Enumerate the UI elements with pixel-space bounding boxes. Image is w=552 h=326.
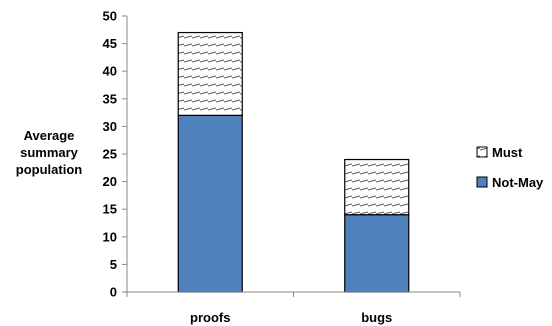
y-tick-label: 45 [103, 36, 117, 51]
bars [177, 31, 410, 293]
y-tick-label: 25 [103, 147, 117, 162]
y-axis-ticks: 0 5 10 15 20 25 30 35 40 45 50 [103, 9, 127, 300]
legend: Must Not-May [476, 145, 544, 190]
y-tick-label: 30 [103, 119, 117, 134]
x-category-label: bugs [361, 310, 392, 325]
legend-label: Not-May [492, 175, 544, 190]
y-tick-label: 5 [110, 257, 117, 272]
y-axis-label-line: population [16, 162, 82, 177]
y-tick-label: 10 [103, 229, 117, 244]
y-tick-label: 15 [103, 202, 117, 217]
y-axis-label-line: Average [24, 128, 75, 143]
legend-label: Must [492, 145, 523, 160]
y-tick-label: 0 [110, 285, 117, 300]
bar-proofs-must [177, 31, 243, 116]
y-axis-label: Average summary population [16, 128, 82, 177]
bar-bugs-must [344, 158, 410, 216]
y-tick-label: 20 [103, 174, 117, 189]
bar-bugs-not-may [344, 214, 410, 293]
y-tick-label: 50 [103, 9, 117, 24]
x-axis-labels: proofs bugs [190, 310, 392, 325]
y-tick-label: 40 [103, 64, 117, 79]
legend-swatch-must [476, 146, 488, 158]
legend-swatch-not-may [476, 176, 488, 188]
x-category-label: proofs [190, 310, 230, 325]
y-tick-label: 35 [103, 91, 117, 106]
bar-proofs-not-may [177, 114, 243, 293]
axes [126, 16, 461, 297]
y-axis-label-line: summary [20, 145, 79, 160]
